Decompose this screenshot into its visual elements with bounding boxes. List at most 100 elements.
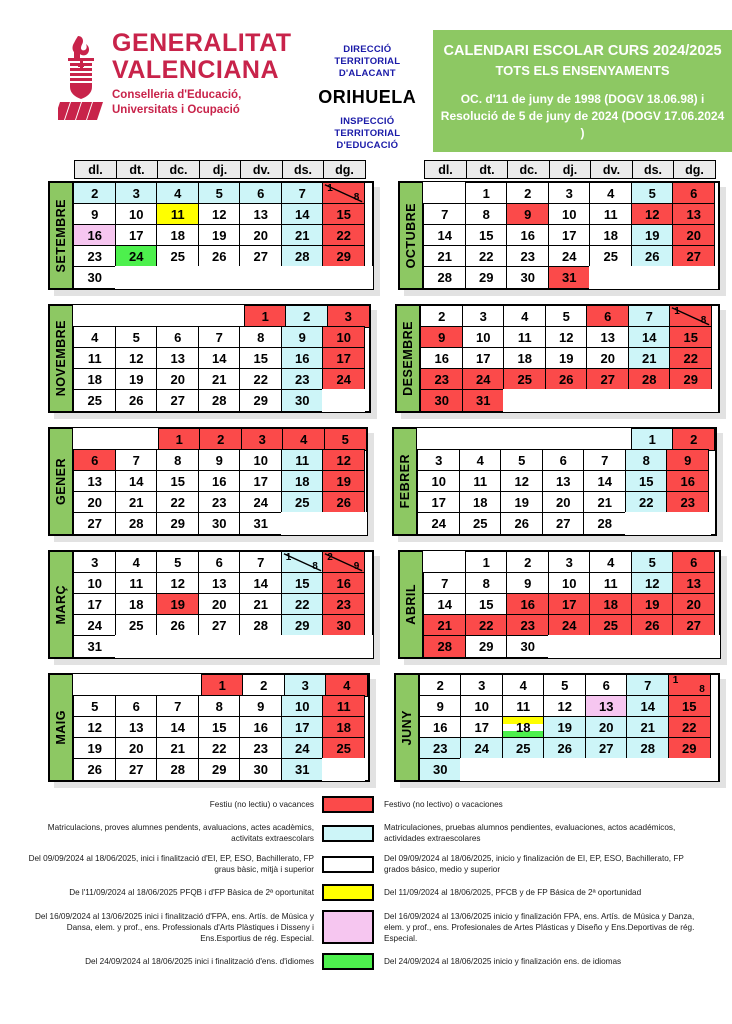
day-cell[interactable]: 18 bbox=[73, 368, 117, 391]
day-cell[interactable]: 7 bbox=[114, 449, 158, 472]
day-cell[interactable]: 11 bbox=[503, 326, 547, 349]
day-cell[interactable]: 4 bbox=[156, 182, 200, 205]
day-cell[interactable]: 24 bbox=[239, 491, 283, 514]
day-cell[interactable]: 1 bbox=[630, 428, 674, 451]
day-cell[interactable]: 29 bbox=[197, 758, 241, 781]
day-cell[interactable]: 13 bbox=[672, 203, 716, 226]
day-cell[interactable]: 10 bbox=[239, 449, 283, 472]
day-cell[interactable]: 26 bbox=[197, 245, 241, 268]
day-cell[interactable]: 20 bbox=[586, 347, 630, 370]
day-cell[interactable]: 3 bbox=[547, 182, 591, 205]
day-cell[interactable]: 9 bbox=[280, 326, 324, 349]
day-cell[interactable]: 30 bbox=[322, 614, 366, 637]
day-cell[interactable]: 10 bbox=[114, 203, 158, 226]
day-cell[interactable]: 8 bbox=[156, 449, 200, 472]
day-cell[interactable]: 23 bbox=[73, 245, 117, 268]
day-cell[interactable]: 16 bbox=[322, 572, 366, 595]
day-cell[interactable]: 23 bbox=[197, 491, 241, 514]
day-cell[interactable]: 30 bbox=[418, 758, 462, 781]
day-cell[interactable]: 24 bbox=[547, 614, 591, 637]
day-cell[interactable]: 22 bbox=[669, 347, 713, 370]
day-cell[interactable]: 16 bbox=[239, 716, 283, 739]
day-cell[interactable]: 16 bbox=[666, 470, 710, 493]
day-cell[interactable]: 30 bbox=[506, 266, 550, 289]
day-cell[interactable]: 20 bbox=[672, 593, 716, 616]
day-cell[interactable]: 24 bbox=[461, 368, 505, 391]
day-cell[interactable]: 9 bbox=[239, 695, 283, 718]
day-cell[interactable]: 28 bbox=[239, 614, 283, 637]
day-cell[interactable]: 19 bbox=[630, 224, 674, 247]
day-cell[interactable]: 13 bbox=[586, 326, 630, 349]
day-cell[interactable]: 21 bbox=[114, 491, 158, 514]
day-cell[interactable]: 27 bbox=[541, 512, 585, 535]
day-cell[interactable]: 5 bbox=[114, 326, 158, 349]
day-cell[interactable]: 12 bbox=[630, 572, 674, 595]
day-cell[interactable]: 27 bbox=[586, 368, 630, 391]
day-cell[interactable]: 19 bbox=[544, 347, 588, 370]
day-cell[interactable]: 15 bbox=[669, 326, 713, 349]
day-cell[interactable]: 19 bbox=[322, 470, 366, 493]
day-cell[interactable]: 15 bbox=[156, 470, 200, 493]
day-cell[interactable]: 24 bbox=[73, 614, 117, 637]
day-cell[interactable]: 28 bbox=[423, 266, 467, 289]
day-cell[interactable]: 20 bbox=[73, 491, 117, 514]
day-cell[interactable]: 28 bbox=[156, 758, 200, 781]
day-cell[interactable]: 7 bbox=[156, 695, 200, 718]
day-cell[interactable]: 22 bbox=[322, 224, 366, 247]
day-cell[interactable]: 13 bbox=[197, 572, 241, 595]
day-cell[interactable]: 18 bbox=[589, 224, 633, 247]
day-cell[interactable]: 2 bbox=[506, 551, 550, 574]
day-cell[interactable]: 1 bbox=[464, 182, 508, 205]
day-cell[interactable]: 7 bbox=[423, 203, 467, 226]
day-cell[interactable]: 7 bbox=[626, 674, 670, 697]
day-cell[interactable]: 12 bbox=[73, 716, 117, 739]
day-cell[interactable]: 4 bbox=[503, 305, 547, 328]
day-cell[interactable]: 27 bbox=[239, 245, 283, 268]
day-cell[interactable]: 26 bbox=[114, 389, 158, 412]
day-cell[interactable]: 4 bbox=[589, 551, 633, 574]
day-cell[interactable]: 14 bbox=[114, 470, 158, 493]
day-cell[interactable]: 4 bbox=[114, 551, 158, 574]
day-cell[interactable]: 11 bbox=[156, 203, 200, 226]
day-cell[interactable]: 12 bbox=[500, 470, 544, 493]
day-cell[interactable]: 2 bbox=[418, 674, 462, 697]
day-cell[interactable]: 30 bbox=[420, 389, 464, 412]
day-cell[interactable]: 4 bbox=[589, 182, 633, 205]
day-cell[interactable]: 21 bbox=[239, 593, 283, 616]
day-cell[interactable]: 3 bbox=[326, 305, 370, 328]
day-cell[interactable]: 4 bbox=[458, 449, 502, 472]
day-cell[interactable]: 19 bbox=[500, 491, 544, 514]
day-cell[interactable]: 29 bbox=[464, 266, 508, 289]
day-cell[interactable]: 24 bbox=[322, 368, 366, 391]
day-cell[interactable]: 14 bbox=[197, 347, 241, 370]
day-cell[interactable]: 15 bbox=[667, 695, 711, 718]
day-cell[interactable]: 17 bbox=[239, 470, 283, 493]
day-cell[interactable]: 26 bbox=[156, 614, 200, 637]
day-cell[interactable]: 9 bbox=[197, 449, 241, 472]
day-cell[interactable]: 29 bbox=[280, 614, 324, 637]
day-cell[interactable]: 15 bbox=[624, 470, 668, 493]
day-cell[interactable]: 31 bbox=[73, 635, 117, 658]
day-cell[interactable]: 12 bbox=[543, 695, 587, 718]
day-cell[interactable]: 18 bbox=[589, 593, 633, 616]
day-cell[interactable]: 12 bbox=[156, 572, 200, 595]
day-cell[interactable]: 25 bbox=[73, 389, 117, 412]
day-cell[interactable]: 19 bbox=[630, 593, 674, 616]
day-cell[interactable]: 6 bbox=[586, 305, 630, 328]
day-cell[interactable]: 14 bbox=[239, 572, 283, 595]
day-cell[interactable]: 6 bbox=[584, 674, 628, 697]
day-cell[interactable]: 20 bbox=[156, 368, 200, 391]
day-cell[interactable]: 15 bbox=[197, 716, 241, 739]
day-cell[interactable]: 12 bbox=[544, 326, 588, 349]
day-cell[interactable]: 24 bbox=[114, 245, 158, 268]
day-cell[interactable]: 14 bbox=[156, 716, 200, 739]
day-cell[interactable]: 9 bbox=[506, 572, 550, 595]
day-cell[interactable]: 18 bbox=[156, 224, 200, 247]
day-cell[interactable]: 11 bbox=[501, 695, 545, 718]
day-cell[interactable]: 2 bbox=[73, 182, 117, 205]
day-cell[interactable]: 21 bbox=[626, 716, 670, 739]
day-cell[interactable]: 23 bbox=[506, 245, 550, 268]
